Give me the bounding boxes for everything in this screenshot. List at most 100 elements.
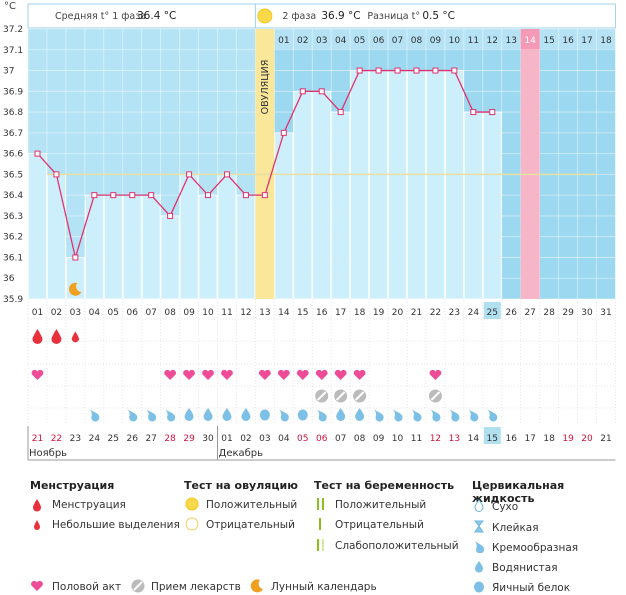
cycle-day-label: 14 xyxy=(278,308,290,318)
temperature-point xyxy=(261,192,268,199)
temperature-bar xyxy=(407,70,426,300)
creamy-fluid-icon xyxy=(411,409,422,422)
temperature-point xyxy=(34,150,41,157)
phase2-day-number: 15 xyxy=(543,36,554,46)
y-tick-label: 36.6 xyxy=(3,150,23,160)
calendar-date-label: 05 xyxy=(297,434,308,444)
phase2-day-number: 18 xyxy=(600,36,612,46)
temperature-point xyxy=(394,67,401,74)
y-tick-label: 36.4 xyxy=(3,191,23,201)
temperature-bar xyxy=(388,70,407,300)
heart-icon xyxy=(429,369,442,380)
creamy-fluid-icon xyxy=(127,409,138,422)
legend-cervical-dry: Сухо xyxy=(492,501,519,513)
phase2-day-number: 10 xyxy=(449,36,461,46)
calendar-date-label: 15 xyxy=(487,434,498,444)
legend-medication: Прием лекарств xyxy=(151,581,241,593)
calendar-date-label: 28 xyxy=(164,434,176,444)
cycle-day-label: 01 xyxy=(32,308,43,318)
cycle-day-label: 29 xyxy=(562,308,574,318)
calendar-date-label: 07 xyxy=(335,434,346,444)
cycle-day-label: 25 xyxy=(487,308,498,318)
legend-pregnancy-negative: Отрицательный xyxy=(335,519,424,531)
legend-menstruation-title: Менструация xyxy=(30,479,115,492)
heart-icon xyxy=(353,369,366,380)
temperature-point xyxy=(53,171,60,178)
cycle-day-label: 13 xyxy=(259,308,270,318)
phase1-value: 36.4 °C xyxy=(137,10,176,22)
cycle-day-label: 15 xyxy=(297,308,308,318)
legend-moon: Лунный календарь xyxy=(271,581,377,593)
watery-fluid-icon xyxy=(336,408,346,421)
heart-icon xyxy=(202,369,214,380)
calendar-date-label: 02 xyxy=(240,434,251,444)
temperature-bar xyxy=(482,111,502,300)
temperature-point xyxy=(205,192,212,199)
temperature-bar xyxy=(103,194,123,300)
calendar-date-label: 08 xyxy=(354,434,366,444)
y-tick-label: 36.3 xyxy=(3,212,23,222)
highlight-column xyxy=(520,29,540,299)
temperature-point xyxy=(72,254,79,261)
phase1-label: Средняя t° 1 фаза xyxy=(55,11,146,22)
legend-cervical-sticky: Клейкая xyxy=(492,522,539,534)
calendar-date-label: 18 xyxy=(543,434,555,444)
temperature-bar xyxy=(426,70,445,300)
pill-stripe xyxy=(317,391,327,401)
temperature-point xyxy=(129,192,136,199)
cycle-day-label: 21 xyxy=(411,308,422,318)
legend-menstruation-light: Небольшие выделения xyxy=(52,519,180,531)
phase2-day-number: 12 xyxy=(487,36,498,46)
heart-icon xyxy=(258,369,271,380)
cycle-day-label: 22 xyxy=(430,308,441,318)
legend-cervical-watery: Водянистая xyxy=(492,562,558,574)
temperature-point xyxy=(489,109,496,116)
cycle-day-label: 31 xyxy=(600,308,611,318)
cycle-day-label: 08 xyxy=(164,308,176,318)
heart-icon xyxy=(315,369,328,380)
phase2-day-number: 02 xyxy=(297,36,308,46)
legend-cervical-title: Цервикальная жидкость xyxy=(472,479,565,505)
legend-ovulation-negative: Отрицательный xyxy=(206,519,295,531)
phase2-day-number: 08 xyxy=(411,36,423,46)
watery-icon xyxy=(475,561,483,573)
watery-fluid-icon xyxy=(184,408,194,421)
calendar-date-label: 21 xyxy=(600,434,611,444)
creamy-fluid-icon xyxy=(487,409,498,422)
y-tick-label: 35.9 xyxy=(3,295,23,305)
heavy-drop-icon xyxy=(33,499,41,512)
menstruation-drop-icon xyxy=(32,329,43,344)
calendar-date-label: 22 xyxy=(51,434,62,444)
calendar-date-label: 04 xyxy=(278,434,290,444)
watery-fluid-icon xyxy=(222,408,232,421)
cycle-day-label: 11 xyxy=(221,308,232,318)
temperature-point xyxy=(451,67,458,74)
legend-ovulation-test-title: Тест на овуляцию xyxy=(184,479,298,492)
y-unit-label: °C xyxy=(4,1,16,12)
weak-pregnancy-icon xyxy=(317,539,324,551)
menstruation-drop-icon xyxy=(51,329,62,344)
y-tick-label: 36.1 xyxy=(3,253,23,263)
creamy-fluid-icon xyxy=(165,409,176,422)
highlight-day-cell xyxy=(520,29,540,49)
phase2-day-number: 04 xyxy=(335,36,347,46)
temperature-bar xyxy=(350,70,369,300)
cycle-day-label: 26 xyxy=(505,308,517,318)
creamy-fluid-icon xyxy=(392,409,403,422)
temperature-point xyxy=(280,129,287,136)
menstruation-drop-icon xyxy=(71,331,79,343)
temperature-point xyxy=(299,88,306,95)
y-tick-label: 36.8 xyxy=(3,108,23,118)
calendar-date-label: 11 xyxy=(411,434,422,444)
temperature-bar xyxy=(236,194,256,300)
calendar-date-label: 01 xyxy=(221,434,232,444)
heart-icon xyxy=(164,369,177,380)
temperature-bar xyxy=(444,70,464,300)
calendar-date-label: 17 xyxy=(524,434,535,444)
heart-icon xyxy=(334,369,347,380)
month-label: Ноябрь xyxy=(29,448,67,459)
temperature-bar xyxy=(331,111,351,300)
calendar-date-label: 06 xyxy=(316,434,328,444)
phase2-day-number: 13 xyxy=(505,36,516,46)
calendar-date-label: 13 xyxy=(449,434,460,444)
